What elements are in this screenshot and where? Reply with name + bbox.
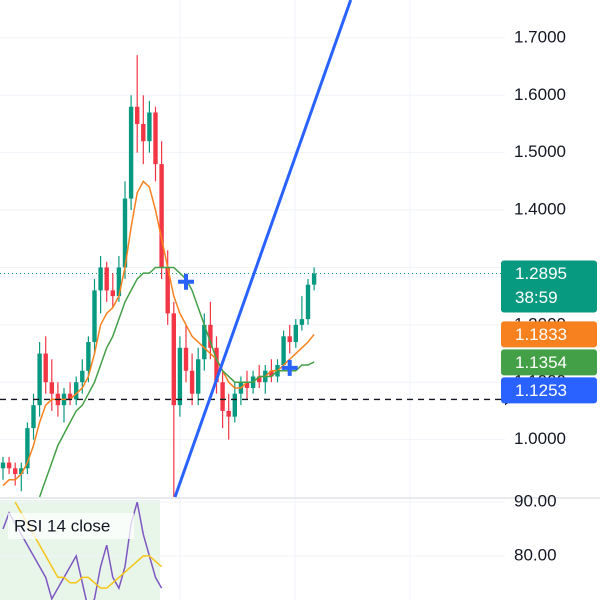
price-tag-label: 1.2895	[515, 264, 567, 283]
rsi-line	[2, 501, 163, 600]
candle-body	[305, 284, 311, 320]
candle-body	[226, 410, 231, 417]
candle-body	[196, 359, 201, 394]
candles	[0, 55, 317, 497]
candle-body	[6, 462, 12, 469]
y-tick-label: 1.4000	[514, 200, 566, 219]
candle-body	[147, 112, 152, 142]
candle-body	[43, 353, 48, 383]
candle-body	[80, 370, 85, 383]
candle-body	[0, 462, 6, 469]
candle-body	[269, 370, 274, 377]
candle-body	[281, 336, 286, 366]
rsi-line	[14, 501, 163, 589]
candle-body	[244, 382, 250, 388]
candle-body	[257, 376, 262, 383]
candle-body	[92, 290, 97, 343]
candle-body	[135, 106, 140, 124]
candle-body	[116, 267, 122, 297]
candle-body	[37, 353, 42, 406]
candle-body	[293, 324, 298, 343]
candle-body	[25, 428, 30, 469]
candle-body	[104, 267, 109, 291]
candle-body	[122, 198, 128, 268]
candle-body	[67, 393, 73, 400]
price-tag-label: 1.1354	[515, 353, 567, 372]
y-tick-label: 1.6000	[514, 85, 566, 104]
candle-body	[31, 405, 36, 429]
candle-body	[189, 370, 195, 394]
y-tick-label: 90.00	[514, 492, 557, 511]
rsi-title: RSI 14 close	[14, 516, 110, 535]
price-tag	[501, 260, 597, 313]
candle-body	[19, 468, 24, 475]
candle-body	[202, 324, 207, 360]
candle-body	[49, 382, 54, 394]
candle-body	[98, 267, 103, 291]
y-tick-label: 1.7000	[514, 27, 566, 46]
candle-body	[153, 112, 158, 165]
countdown: 38:59	[515, 288, 558, 307]
price-tag-label: 1.1833	[515, 325, 567, 344]
candle-body	[159, 164, 164, 268]
marker	[178, 273, 194, 290]
candle-body	[208, 324, 213, 348]
y-tick-label: 1.5000	[514, 142, 566, 161]
candle-body	[214, 347, 219, 383]
price-tag	[501, 321, 597, 348]
candle-body	[74, 382, 79, 400]
candle-body	[232, 393, 237, 417]
candle-body	[287, 336, 292, 343]
trend-line	[173, 0, 353, 498]
y-tick-label: 1.0000	[514, 429, 566, 448]
candle-body	[299, 319, 305, 325]
candle-body	[128, 106, 134, 199]
candle-body	[183, 347, 189, 371]
price-tag-label: 1.1253	[515, 381, 567, 400]
title-bg	[8, 513, 134, 539]
moving-average	[38, 266, 315, 498]
candle-body	[13, 468, 18, 475]
candle-body	[165, 267, 170, 314]
candle-body	[177, 347, 183, 406]
y-tick-label: 80.00	[514, 545, 557, 564]
candle-body	[110, 290, 115, 297]
marker	[281, 359, 298, 376]
candle-body	[311, 273, 317, 285]
price-tag	[501, 377, 597, 404]
candle-body	[141, 123, 146, 142]
price-tag	[501, 349, 597, 376]
candle-body	[220, 382, 225, 411]
candle-body	[86, 342, 91, 371]
candle-body	[171, 313, 176, 406]
